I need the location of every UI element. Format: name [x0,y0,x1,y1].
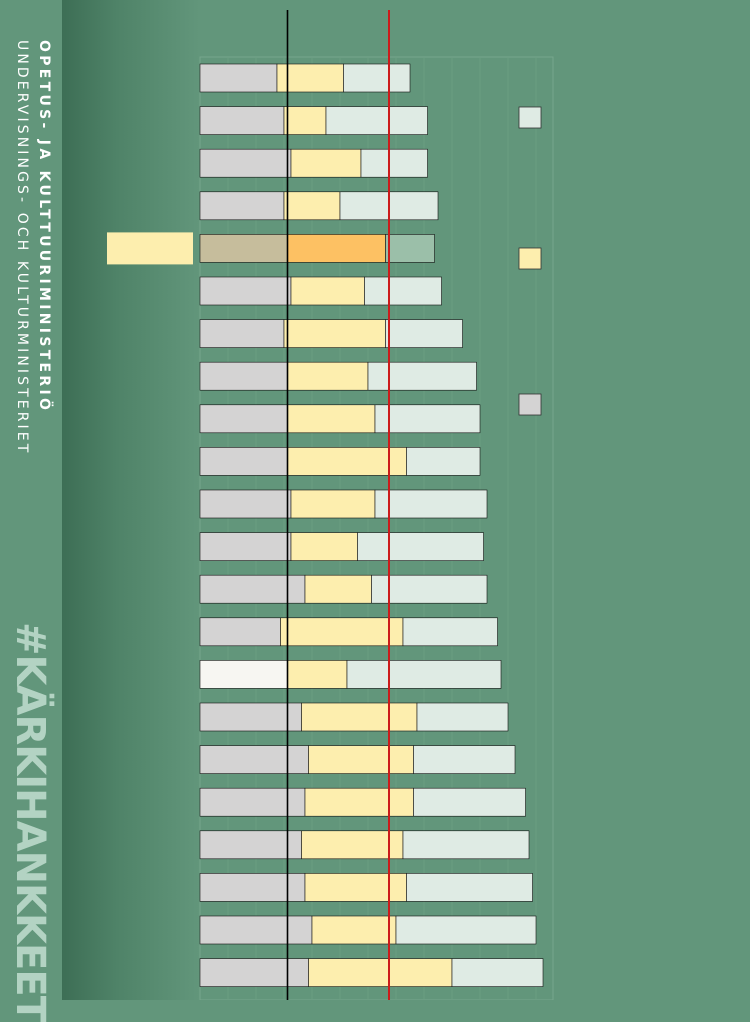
bar-segment-2 [290,276,365,306]
bar-segment-3 [395,915,537,945]
bar-segment-2 [283,106,327,135]
legend-swatch [518,393,542,416]
bar-segment-1 [199,660,288,689]
bar-segment-1 [199,702,302,732]
bar-segment-2 [283,191,341,221]
bar-segment-1 [199,617,281,647]
bar-segment-1 [199,532,292,561]
bar-segment-3 [374,404,481,434]
bar-segment-1 [199,361,288,391]
bar-segment-3 [451,958,544,987]
bar-segment-1 [199,319,285,348]
bar-segment-3 [357,532,484,561]
bar-segment-3 [367,361,477,391]
bar-segment-2 [290,532,358,561]
bar-segment-1 [199,830,302,860]
bar-segment-1 [199,958,309,987]
bar-segment-2 [304,574,372,604]
bar-segment-3 [385,234,435,263]
side-gradient [62,0,200,1000]
bar-segment-2 [308,958,453,987]
bar-segment-1 [199,191,285,221]
bar-segment-3 [402,830,530,860]
bar-segment-1 [199,489,292,519]
bar-segment-3 [406,873,533,902]
bar-segment-3 [360,148,428,178]
bar-segment-1 [199,234,288,263]
bar-segment-3 [374,489,488,519]
bar-segment-2 [311,915,397,945]
bar-segment-3 [385,319,463,348]
bar-segment-1 [199,873,306,902]
stacked-bar-chart [107,10,554,1000]
bar-segment-3 [346,660,502,689]
bar-segment-3 [406,447,481,476]
plot-frame [199,56,554,1000]
bar-segment-2 [304,787,414,817]
bar-segment-3 [325,106,428,135]
bar-segment-2 [283,319,386,348]
bar-segment-3 [371,574,488,604]
bar-segment-2 [287,234,386,263]
bar-segment-2 [287,660,348,689]
bar-segment-2 [308,745,414,774]
bar-segment-1 [199,106,285,135]
bar-segment-2 [287,361,369,391]
bar-segment-3 [364,276,442,306]
legend-swatch [518,106,542,129]
bar-segment-1 [199,276,292,306]
bar-segment-2 [301,702,418,732]
bar-segment-1 [199,787,306,817]
bar-segment-3 [343,63,411,93]
bar-segment-3 [413,745,516,774]
bar-segment-1 [199,63,278,93]
bar-segment-1 [199,574,306,604]
bar-segment-2 [304,873,407,902]
bar-segment-2 [287,404,376,434]
bar-segment-1 [199,447,288,476]
bar-segment-3 [413,787,526,817]
bar-segment-3 [416,702,509,732]
side-panel [0,0,62,1000]
bar-segment-2 [287,447,407,476]
bar-segment-2 [301,830,404,860]
bar-segment-2 [290,489,376,519]
bar-segment-1 [199,915,313,945]
bar-segment-2 [290,148,362,178]
bar-segment-1 [199,404,288,434]
highlight-label-box [107,232,193,265]
bar-segment-2 [280,617,404,647]
legend-swatch [518,247,542,270]
bar-segment-1 [199,148,292,178]
bar-segment-1 [199,745,309,774]
bar-segment-3 [402,617,498,647]
